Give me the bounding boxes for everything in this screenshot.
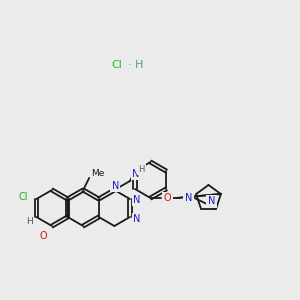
Text: H: H [138,164,144,173]
Text: Me: Me [91,169,105,178]
Text: N: N [133,214,141,224]
Text: O: O [164,193,171,203]
Text: H: H [26,218,33,226]
Text: N: N [185,193,192,203]
Text: Cl: Cl [19,192,28,202]
Text: H: H [135,60,143,70]
Text: ·: · [128,60,132,70]
Text: N: N [133,195,141,205]
Text: O: O [39,231,47,241]
Text: Cl: Cl [112,60,122,70]
Text: N: N [208,196,215,206]
Text: N: N [112,181,119,191]
Text: N: N [132,169,139,179]
